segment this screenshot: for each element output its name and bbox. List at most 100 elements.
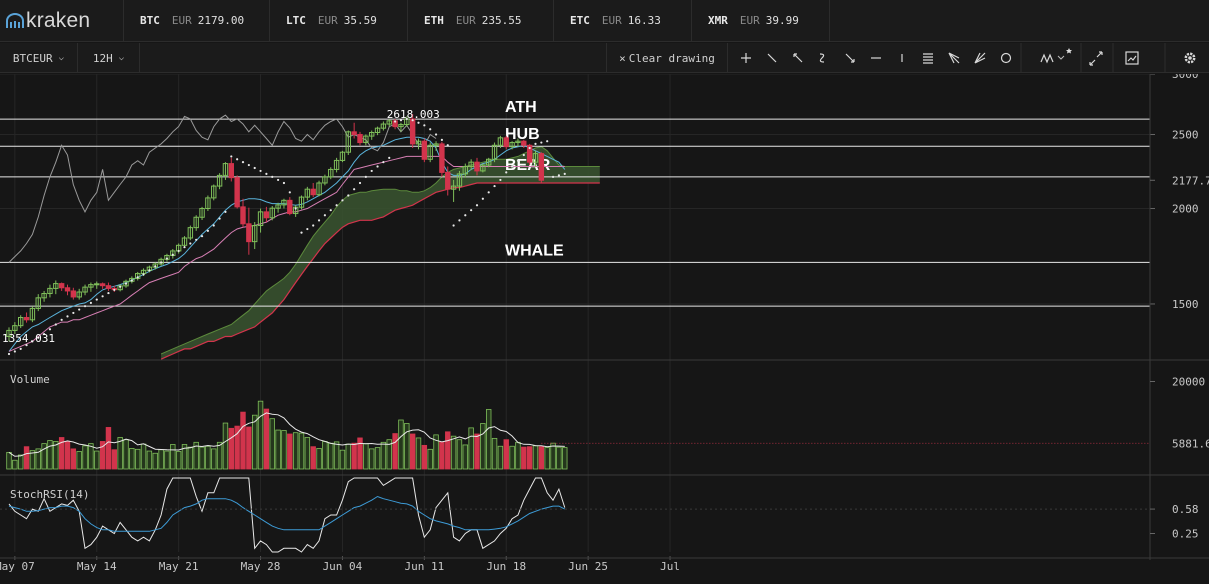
candle (515, 138, 521, 147)
fullscreen-icon[interactable] (1089, 51, 1103, 66)
candle-body (123, 280, 129, 287)
volume-bar (76, 451, 82, 470)
sar-dot (89, 301, 92, 304)
ticker-bar: kraken BTC EUR 2179.00 LTC EUR 35.59 ETH EUR 235… (0, 0, 1209, 42)
snapshot-icon[interactable] (1125, 51, 1139, 65)
candle (369, 130, 375, 140)
candle-body (281, 199, 287, 206)
sar-dot (475, 204, 479, 207)
volume-bar (129, 448, 135, 470)
y-tick-label: 20000 (1172, 376, 1205, 389)
settings-icon[interactable] (1184, 52, 1196, 64)
candle-body (474, 161, 480, 172)
candle (445, 166, 451, 196)
candle-body (82, 286, 88, 293)
indicators-icon[interactable] (1040, 48, 1072, 64)
ticker-btc[interactable]: BTC EUR 2179.00 (124, 0, 270, 42)
sar-dot (200, 235, 204, 238)
ticker-xmr[interactable]: XMR EUR 39.99 (692, 0, 830, 42)
sar-dot (300, 231, 303, 234)
candle-body (269, 207, 275, 219)
candle-body (497, 137, 504, 146)
volume-bar (187, 446, 194, 470)
candle-body (70, 290, 77, 298)
candle (363, 134, 369, 146)
candle-body (298, 196, 305, 208)
ticker-ltc[interactable]: LTC EUR 35.59 (270, 0, 408, 42)
ticker-etc[interactable]: ETC EUR 16.33 (554, 0, 692, 42)
volume-bar (345, 443, 351, 470)
candle (380, 121, 387, 131)
sar-dot (78, 308, 81, 311)
arrow-tool-icon[interactable] (793, 53, 803, 63)
candle (275, 202, 281, 213)
candle-body (456, 173, 463, 187)
line-tool-icon[interactable] (767, 53, 777, 63)
sar-dot (218, 217, 221, 220)
candle-body (339, 151, 346, 161)
sar-dot (230, 155, 233, 158)
sar-dot (165, 257, 169, 260)
volume-bar (515, 441, 521, 470)
crosshair-icon[interactable] (741, 53, 751, 63)
volume-bar (462, 444, 468, 470)
candle (292, 205, 299, 217)
ticker-value: 235.55 (481, 14, 522, 27)
candle-body (23, 317, 30, 321)
sar-dot (54, 323, 57, 326)
volume-bar (251, 414, 258, 470)
sar-dot (37, 336, 40, 339)
volume-bar (105, 427, 112, 470)
x-tick-label: May 14 (77, 560, 117, 573)
kraken-logo-icon (6, 12, 24, 28)
sar-dot (43, 332, 46, 336)
volume-bar (134, 448, 141, 470)
volume-bar (275, 429, 281, 470)
candle (12, 322, 18, 335)
volume-bar (480, 423, 486, 470)
volume-bar (509, 445, 515, 470)
candle-body (240, 206, 246, 225)
candle-body (433, 143, 439, 146)
ray-tool-icon[interactable] (845, 53, 855, 63)
candle-body (345, 131, 352, 153)
candle-body (415, 140, 422, 145)
sar-dot (271, 175, 274, 178)
fib-retracement-icon[interactable] (923, 53, 933, 64)
candle-body (105, 285, 112, 289)
pair-dropdown[interactable]: BTCEUR ⌵ (0, 43, 78, 73)
x-tick-label: Jun 11 (404, 560, 444, 573)
ticker-value: 2179.00 (197, 14, 245, 27)
gann-fan-icon[interactable] (948, 52, 960, 64)
volume-bar (310, 446, 316, 470)
candle (53, 280, 59, 295)
volume-bar (562, 447, 568, 470)
sar-dot (557, 174, 561, 177)
curve-tool-icon[interactable] (819, 53, 825, 63)
x-tick-label: Jun 18 (486, 560, 526, 573)
x-tick-label: Jun 04 (323, 560, 363, 573)
sar-dot (353, 188, 356, 191)
volume-bar (404, 423, 410, 470)
candle-body (538, 153, 545, 181)
clear-drawing-button[interactable]: × Clear drawing (606, 43, 728, 73)
candle-body (521, 140, 527, 146)
sar-dot (282, 181, 286, 185)
sar-dot (417, 121, 420, 124)
volume-bar (333, 441, 340, 470)
volume-bar (357, 437, 363, 470)
ticker-eth[interactable]: ETH EUR 235.55 (408, 0, 554, 42)
circle-tool-icon[interactable] (1000, 52, 1012, 64)
speed-fan-icon[interactable] (974, 52, 986, 64)
sar-dot (534, 142, 537, 146)
volume-bar (205, 445, 211, 470)
candle (415, 138, 422, 150)
stochrsi-pane (0, 477, 1150, 553)
volume-bar (526, 446, 533, 470)
sar-dot (83, 305, 87, 308)
candle-body (47, 287, 53, 295)
interval-dropdown[interactable]: 12H ⌵ (78, 43, 140, 73)
kraken-logo[interactable]: kraken (0, 0, 124, 42)
